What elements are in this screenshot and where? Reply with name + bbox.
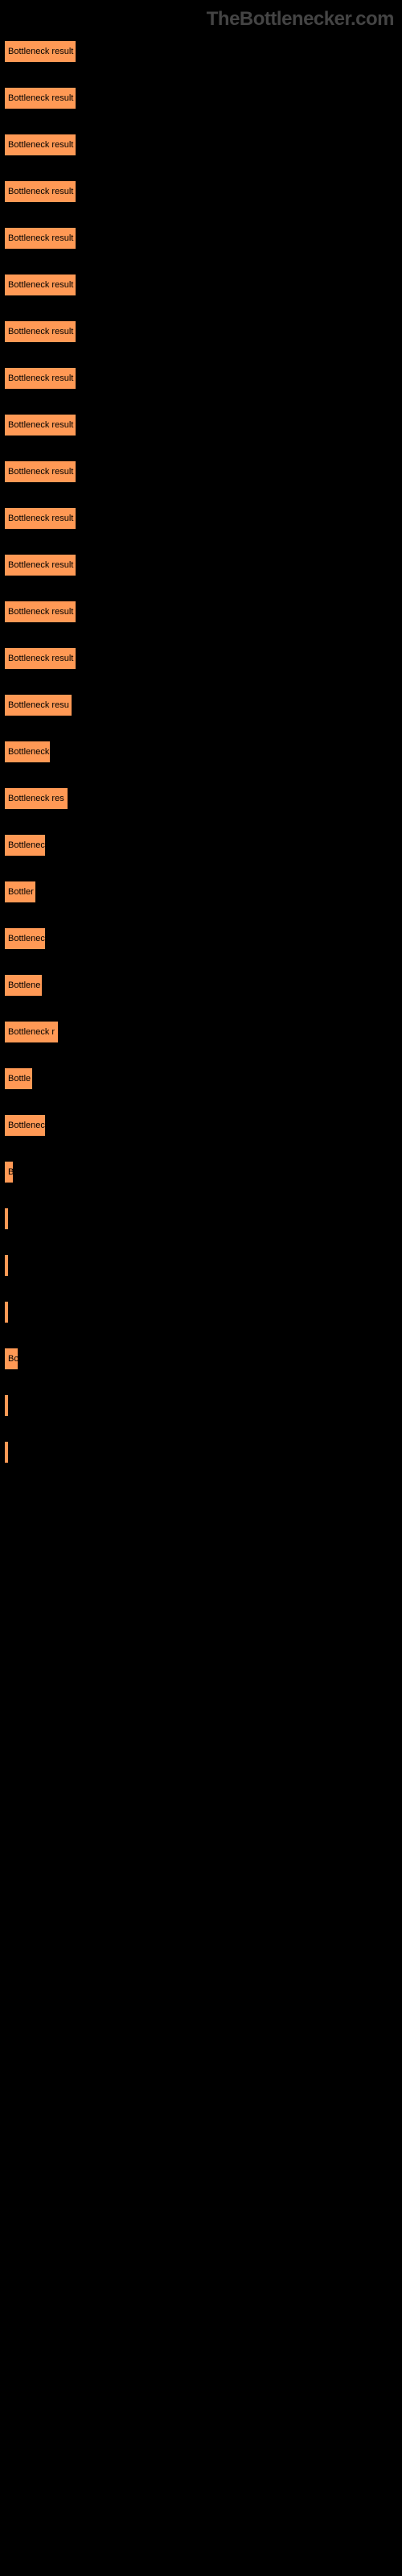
bar-row: Bottleneck res (4, 787, 398, 810)
bar-row: Bottleneck result (4, 320, 398, 343)
bar-row: Bottleneck result (4, 554, 398, 576)
bar: Bottlenec (4, 1114, 46, 1137)
bar-row (4, 1208, 398, 1230)
bar-row: Bottleneck result (4, 647, 398, 670)
bar-row: Bottlene (4, 974, 398, 997)
bar-label: Bottleneck result (8, 187, 73, 196)
bar-label: Bottlene (8, 980, 40, 990)
bar-row: Bottlenec (4, 927, 398, 950)
bar: Bottleneck result (4, 367, 76, 390)
bar: Bottler (4, 881, 36, 903)
bar: Bottleneck result (4, 180, 76, 203)
bar (4, 1441, 9, 1463)
bar-label: Bottleneck result (8, 607, 73, 617)
bar-row: Bottleneck result (4, 40, 398, 63)
bar-label: Bottleneck (8, 747, 49, 757)
bar-row: Bottleneck result (4, 460, 398, 483)
bar: Bottleneck result (4, 274, 76, 296)
bar (4, 1301, 9, 1323)
bar-row: Bottleneck result (4, 87, 398, 109)
bar: Bottleneck (4, 741, 51, 763)
bar (4, 1254, 9, 1277)
bar-row (4, 1394, 398, 1417)
bar-label: Bottleneck result (8, 420, 73, 430)
bar-label: Bottleneck result (8, 514, 73, 523)
bar-row: Bottleneck result (4, 601, 398, 623)
bar: Bottleneck result (4, 460, 76, 483)
bar-row: Bottleneck result (4, 180, 398, 203)
bar-row: Bottleneck result (4, 507, 398, 530)
bar-row: Bo (4, 1348, 398, 1370)
bar-label: Bottleneck result (8, 140, 73, 150)
bar-label: Bottle (8, 1074, 31, 1084)
bar: Bottleneck result (4, 414, 76, 436)
bar-label: B (8, 1167, 14, 1177)
bar-label: Bottleneck result (8, 560, 73, 570)
bar-label: Bottleneck r (8, 1027, 55, 1037)
bar: Bottleneck result (4, 647, 76, 670)
bar-label: Bottleneck result (8, 654, 73, 663)
bar: Bottleneck result (4, 227, 76, 250)
bar-label: Bottleneck result (8, 374, 73, 383)
bar: Bottleneck res (4, 787, 68, 810)
bar-label: Bottleneck result (8, 233, 73, 243)
chart-container: Bottleneck result Bottleneck result Bottle… (0, 0, 402, 1504)
bar (4, 1208, 9, 1230)
bar-row: Bottlenec (4, 834, 398, 857)
bar-row: Bottleneck result (4, 274, 398, 296)
bar: Bottleneck result (4, 601, 76, 623)
bar-row (4, 1301, 398, 1323)
bar: Bottleneck result (4, 320, 76, 343)
bar: Bo (4, 1348, 18, 1370)
bar-row: Bottleneck result (4, 134, 398, 156)
bar-label: Bottleneck result (8, 467, 73, 477)
bar-row: Bottleneck result (4, 414, 398, 436)
bar: Bottlenec (4, 927, 46, 950)
bar (4, 1394, 9, 1417)
bar: Bottleneck resu (4, 694, 72, 716)
bar: Bottleneck result (4, 507, 76, 530)
bar-label: Bottleneck result (8, 47, 73, 56)
bar-label: Bottleneck resu (8, 700, 69, 710)
bar-row: Bottleneck result (4, 367, 398, 390)
bar: B (4, 1161, 14, 1183)
bar-label: Bo (8, 1354, 18, 1364)
bar: Bottleneck r (4, 1021, 59, 1043)
bar-row: Bottleneck r (4, 1021, 398, 1043)
bar-label: Bottlenec (8, 1121, 45, 1130)
watermark-text: TheBottlenecker.com (207, 8, 394, 31)
bar-row (4, 1441, 398, 1463)
bar: Bottleneck result (4, 554, 76, 576)
bar-row (4, 1254, 398, 1277)
bar-row: Bottleneck resu (4, 694, 398, 716)
bar: Bottleneck result (4, 40, 76, 63)
bar-row: Bottler (4, 881, 398, 903)
bar: Bottle (4, 1067, 33, 1090)
bar-row: Bottlenec (4, 1114, 398, 1137)
bar: Bottleneck result (4, 87, 76, 109)
bar: Bottlene (4, 974, 43, 997)
bar-row: Bottleneck result (4, 227, 398, 250)
bar-label: Bottleneck res (8, 794, 64, 803)
bar-label: Bottleneck result (8, 280, 73, 290)
bar-label: Bottlenec (8, 840, 45, 850)
bar-row: B (4, 1161, 398, 1183)
bar: Bottlenec (4, 834, 46, 857)
bar-label: Bottleneck result (8, 327, 73, 336)
bar: Bottleneck result (4, 134, 76, 156)
bar-row: Bottle (4, 1067, 398, 1090)
bar-label: Bottler (8, 887, 34, 897)
bar-label: Bottleneck result (8, 93, 73, 103)
bar-label: Bottlenec (8, 934, 45, 943)
bar-row: Bottleneck (4, 741, 398, 763)
